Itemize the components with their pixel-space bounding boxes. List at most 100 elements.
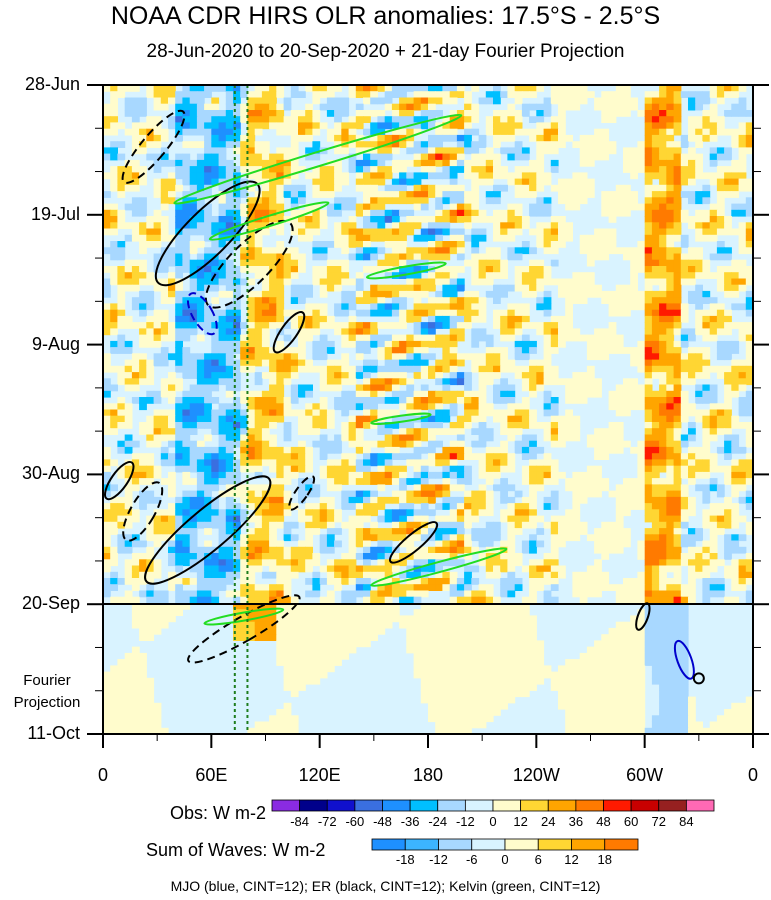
anomaly-cell	[586, 253, 595, 261]
anomaly-cell	[500, 540, 508, 548]
anomaly-cell	[204, 191, 212, 198]
anomaly-cell	[558, 471, 566, 479]
anomaly-cell	[572, 178, 581, 186]
anomaly-cell	[370, 253, 378, 261]
anomaly-cell	[666, 315, 675, 323]
anomaly-cell	[348, 166, 357, 173]
anomaly-cell	[637, 403, 646, 411]
anomaly-cell	[738, 203, 747, 211]
anomaly-cell	[565, 97, 573, 105]
anomaly-cell	[225, 197, 234, 205]
anomaly-cell	[579, 172, 588, 180]
anomaly-cell	[363, 496, 371, 504]
anomaly-cell	[399, 528, 407, 535]
anomaly-cell	[399, 116, 407, 123]
anomaly-cell	[175, 209, 183, 217]
anomaly-cell	[290, 228, 299, 236]
anomaly-cell	[478, 559, 487, 567]
anomaly-cell	[680, 334, 689, 342]
anomaly-cell	[572, 390, 581, 398]
anomaly-cell	[168, 290, 176, 298]
anomaly-cell	[485, 378, 494, 386]
anomaly-cell	[240, 91, 248, 98]
anomaly-cell	[261, 390, 270, 398]
anomaly-cell	[428, 134, 436, 142]
anomaly-cell	[680, 359, 689, 367]
anomaly-cell	[247, 340, 256, 348]
anomaly-cell	[290, 390, 299, 398]
anomaly-cell	[651, 347, 660, 354]
anomaly-cell	[493, 216, 501, 223]
anomaly-cell	[428, 340, 436, 348]
anomaly-cell	[680, 503, 689, 510]
anomaly-cell	[261, 422, 270, 429]
anomaly-cell	[550, 222, 559, 230]
anomaly-cell	[565, 378, 573, 386]
anomaly-cell	[521, 85, 530, 92]
anomaly-cell	[500, 390, 508, 398]
anomaly-cell	[659, 297, 667, 304]
anomaly-cell	[666, 515, 675, 523]
anomaly-cell	[442, 378, 451, 386]
anomaly-cell	[651, 372, 660, 379]
anomaly-cell	[182, 259, 191, 267]
anomaly-cell	[543, 272, 552, 279]
anomaly-cell	[196, 559, 205, 567]
anomaly-cell	[312, 203, 321, 211]
anomaly-cell	[247, 446, 256, 454]
anomaly-cell	[290, 216, 299, 223]
anomaly-cell	[319, 397, 328, 404]
anomaly-cell	[471, 253, 480, 261]
anomaly-cell	[283, 422, 292, 429]
anomaly-cell	[399, 521, 407, 529]
anomaly-cell	[731, 440, 740, 448]
anomaly-cell	[247, 546, 256, 554]
anomaly-cell	[428, 334, 436, 342]
anomaly-cell	[305, 134, 313, 142]
anomaly-cell	[160, 290, 169, 298]
anomaly-cell	[168, 515, 176, 523]
anomaly-cell	[182, 440, 191, 448]
anomaly-cell	[449, 266, 458, 273]
anomaly-cell	[464, 384, 472, 392]
anomaly-cell	[261, 297, 270, 304]
anomaly-cell	[254, 559, 263, 567]
anomaly-cell	[644, 303, 653, 311]
anomaly-cell	[117, 409, 126, 417]
anomaly-cell	[131, 484, 140, 492]
anomaly-cell	[615, 209, 624, 217]
anomaly-cell	[377, 216, 386, 223]
anomaly-cell	[355, 415, 364, 423]
anomaly-cell	[399, 453, 407, 460]
anomaly-cell	[543, 147, 552, 155]
anomaly-cell	[334, 284, 342, 292]
anomaly-cell	[233, 209, 241, 217]
anomaly-cell	[124, 172, 133, 180]
anomaly-cell	[341, 128, 350, 136]
anomaly-cell	[565, 85, 573, 92]
anomaly-cell	[738, 284, 747, 292]
anomaly-cell	[428, 216, 436, 223]
anomaly-cell	[738, 359, 747, 367]
anomaly-cell	[709, 209, 718, 217]
anomaly-cell	[507, 110, 516, 117]
anomaly-cell	[680, 91, 689, 98]
anomaly-cell	[117, 272, 126, 279]
anomaly-cell	[399, 315, 407, 323]
anomaly-cell	[103, 390, 111, 398]
anomaly-cell	[695, 247, 703, 255]
anomaly-cell	[500, 515, 508, 523]
anomaly-cell	[218, 372, 227, 379]
anomaly-cell	[225, 409, 234, 417]
anomaly-cell	[478, 166, 487, 173]
anomaly-cell	[630, 359, 638, 367]
anomaly-cell	[341, 197, 350, 205]
anomaly-cell	[305, 128, 313, 136]
anomaly-cell	[420, 116, 429, 123]
anomaly-cell	[659, 434, 667, 442]
anomaly-cell	[370, 147, 378, 155]
anomaly-cell	[413, 553, 422, 560]
anomaly-cell	[290, 209, 299, 217]
anomaly-cell	[103, 403, 111, 411]
anomaly-cell	[521, 340, 530, 348]
